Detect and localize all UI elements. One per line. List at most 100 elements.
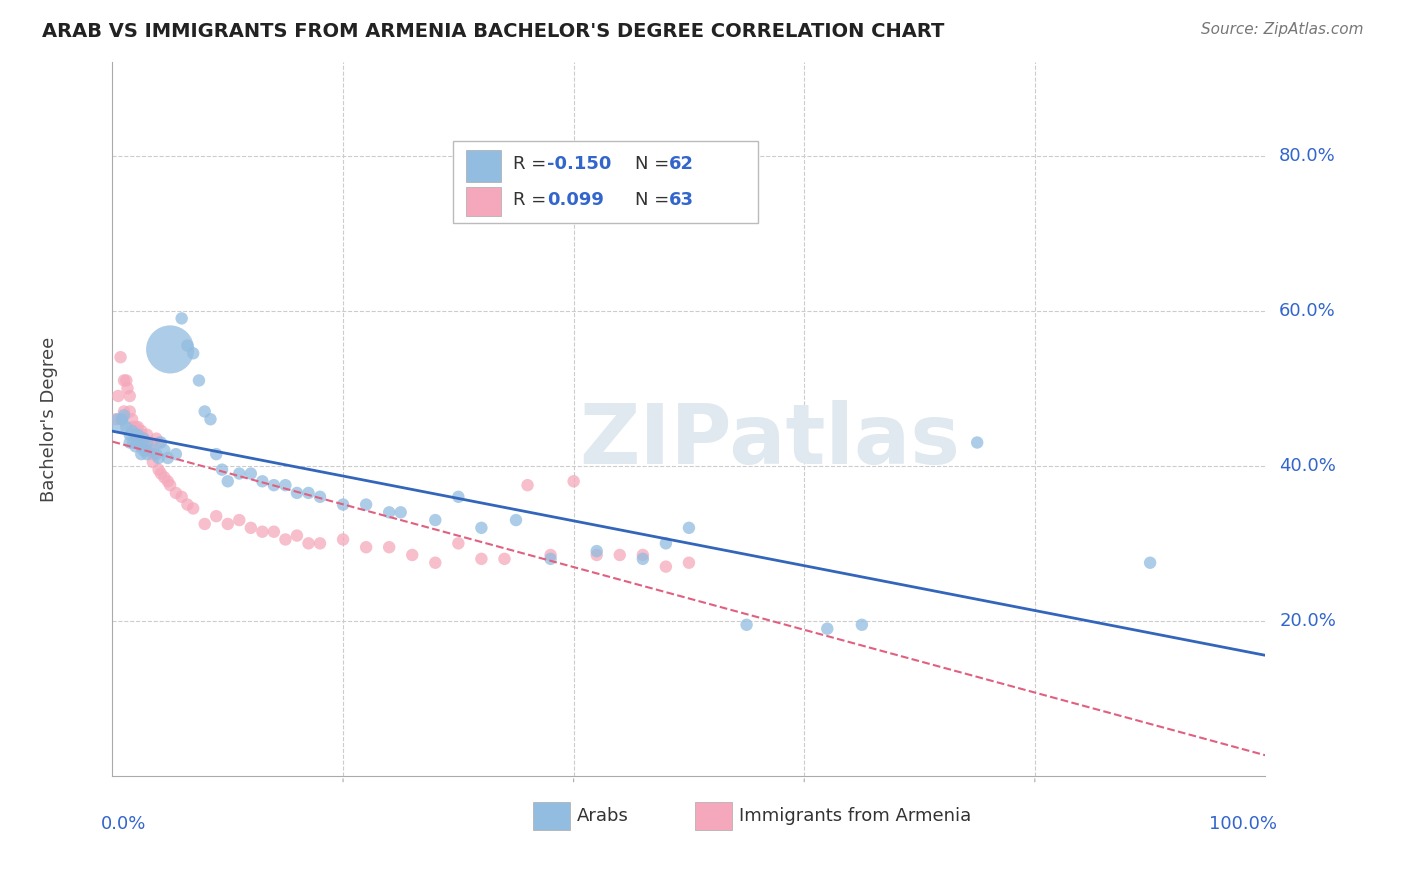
FancyBboxPatch shape — [533, 803, 571, 830]
Point — [165, 486, 187, 500]
Point — [149, 467, 172, 481]
Text: 0.0%: 0.0% — [101, 815, 146, 833]
Point — [132, 432, 155, 446]
Point — [127, 427, 149, 442]
FancyBboxPatch shape — [467, 187, 501, 216]
Text: ARAB VS IMMIGRANTS FROM ARMENIA BACHELOR'S DEGREE CORRELATION CHART: ARAB VS IMMIGRANTS FROM ARMENIA BACHELOR… — [42, 22, 945, 41]
Point — [165, 447, 187, 461]
Point — [118, 404, 141, 418]
Point — [516, 478, 538, 492]
Point — [200, 412, 222, 426]
Point — [217, 475, 239, 489]
Text: N =: N = — [634, 155, 675, 173]
Point — [115, 374, 138, 388]
Point — [148, 435, 170, 450]
Point — [156, 475, 179, 489]
Point — [148, 450, 170, 465]
Text: 62: 62 — [669, 155, 695, 173]
Point — [107, 389, 129, 403]
Point — [447, 536, 470, 550]
Point — [112, 374, 135, 388]
Point — [132, 443, 155, 458]
Point — [111, 412, 134, 426]
Point — [121, 424, 143, 438]
Point — [540, 548, 562, 562]
Point — [562, 475, 585, 489]
Point — [609, 548, 631, 562]
FancyBboxPatch shape — [695, 803, 731, 830]
Point — [354, 498, 377, 512]
Point — [170, 490, 193, 504]
Point — [678, 521, 700, 535]
Point — [142, 443, 165, 458]
Point — [176, 498, 198, 512]
Point — [129, 447, 153, 461]
Point — [136, 447, 159, 461]
Point — [124, 439, 146, 453]
Point — [297, 486, 319, 500]
Point — [136, 435, 159, 450]
Text: Source: ZipAtlas.com: Source: ZipAtlas.com — [1201, 22, 1364, 37]
Point — [378, 505, 401, 519]
Point — [110, 350, 132, 364]
Point — [122, 435, 145, 450]
Point — [194, 516, 217, 531]
Point — [170, 311, 193, 326]
Point — [252, 524, 274, 539]
Point — [124, 427, 146, 442]
Point — [263, 478, 285, 492]
Point — [425, 556, 447, 570]
Point — [153, 470, 176, 484]
Point — [142, 447, 165, 461]
Point — [297, 536, 319, 550]
Point — [470, 521, 492, 535]
Point — [228, 513, 250, 527]
Point — [239, 467, 262, 481]
Point — [129, 424, 153, 438]
Point — [309, 536, 332, 550]
Point — [104, 412, 127, 426]
Point — [655, 536, 678, 550]
Point — [228, 467, 250, 481]
Text: Arabs: Arabs — [576, 807, 628, 825]
Point — [159, 343, 181, 357]
Point — [655, 559, 678, 574]
Point — [129, 439, 153, 453]
Point — [176, 338, 198, 352]
Point — [127, 427, 149, 442]
Text: 63: 63 — [669, 191, 695, 209]
Point — [354, 540, 377, 554]
Point — [332, 498, 354, 512]
Point — [252, 475, 274, 489]
Point — [148, 463, 170, 477]
Text: Immigrants from Armenia: Immigrants from Armenia — [738, 807, 970, 825]
Point — [389, 505, 412, 519]
Point — [217, 516, 239, 531]
Point — [118, 427, 141, 442]
Point — [136, 435, 159, 450]
Text: 0.099: 0.099 — [547, 191, 605, 209]
Point — [851, 617, 873, 632]
Point — [205, 447, 228, 461]
Point — [181, 346, 204, 360]
Point — [1139, 556, 1161, 570]
FancyBboxPatch shape — [453, 141, 758, 223]
Point — [378, 540, 401, 554]
Point — [505, 513, 527, 527]
Point — [127, 435, 149, 450]
Point — [124, 420, 146, 434]
Point — [115, 420, 138, 434]
Point — [470, 552, 492, 566]
Point — [332, 533, 354, 547]
Point — [678, 556, 700, 570]
Point — [181, 501, 204, 516]
Point — [966, 435, 988, 450]
Text: 60.0%: 60.0% — [1279, 301, 1336, 319]
Point — [285, 528, 308, 542]
Point — [127, 420, 149, 434]
Point — [112, 409, 135, 423]
Point — [134, 435, 156, 450]
Point — [585, 548, 607, 562]
Point — [118, 435, 141, 450]
Point — [274, 533, 297, 547]
